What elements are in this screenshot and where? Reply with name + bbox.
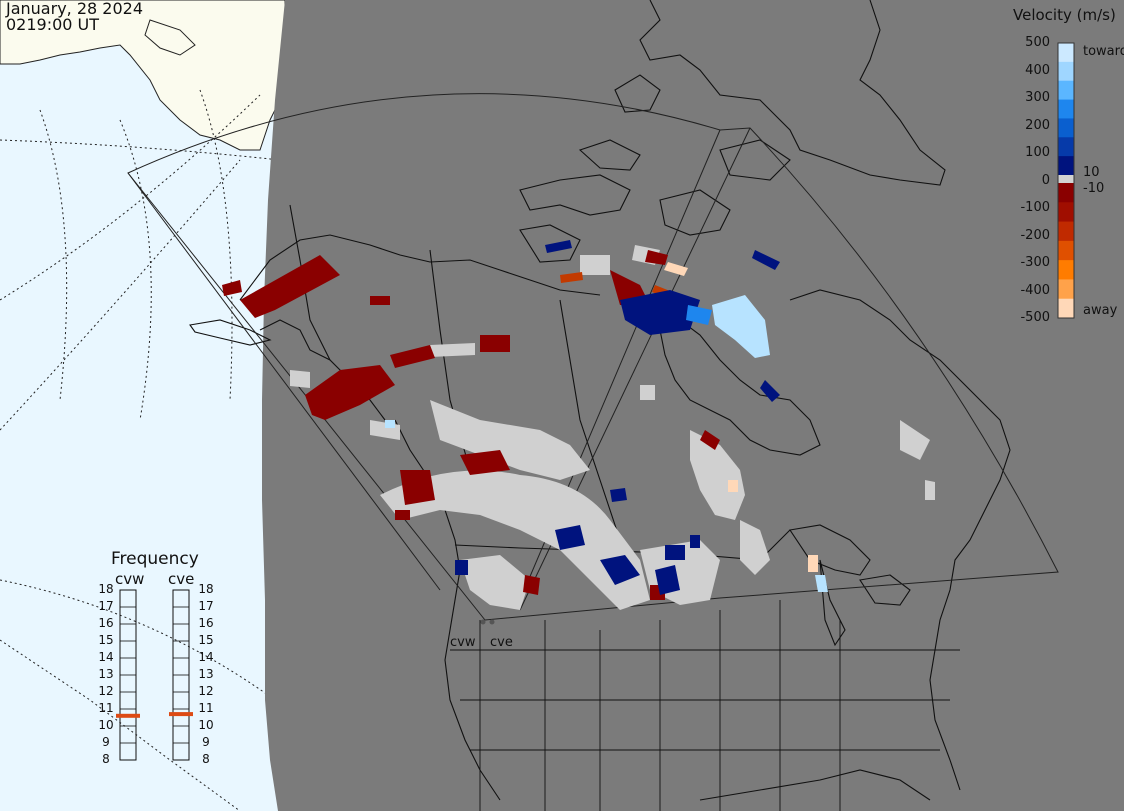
velocity-bar-segment-away [1058,183,1074,203]
frequency-marker-cvw [116,713,140,718]
dayside-grid-lines [0,89,281,811]
velocity-tick-label: 200 [1025,117,1050,133]
state-borders [450,600,960,811]
frequency-bars [116,589,193,761]
away-velocity-scatter [222,250,720,600]
velocity-bar-segment-away [1058,202,1074,223]
velocity-color-bar [1057,42,1075,319]
velocity-bar-segment-gap [1058,175,1074,183]
velocity-bar-segment-away [1058,279,1074,300]
frequency-tick-label-left: 11 [98,701,114,715]
velocity-tick-label: -300 [1020,255,1050,270]
frequency-tick-label-right: 12 [198,684,214,698]
toward-label: toward [1083,44,1124,59]
radar-site-cvw [480,619,486,625]
site-label-cve: cve [490,635,513,650]
velocity-tick-label: 0 [1041,172,1050,188]
velocity-tick-label: 300 [1025,90,1050,105]
velocity-bar-segment-away [1058,298,1074,319]
velocity-bar-segment-toward [1058,80,1074,101]
frequency-marker-cve [169,712,193,717]
velocity-tick-label: 500 [1025,35,1050,50]
velocity-tick-label: -100 [1020,200,1050,215]
toward-velocity-scatter [455,240,780,595]
velocity-tick-label: 100 [1025,145,1050,160]
strong-toward-scatter [385,295,828,592]
nightside-region [262,0,1124,811]
date-label: January, 28 2024 [6,0,143,18]
away-label: away [1083,303,1118,318]
frequency-tick-label-left: 12 [98,684,114,698]
frequency-tick-label-left: 17 [98,599,114,613]
frequency-tick-label-left: 14 [98,650,114,664]
frequency-tick-label-right: 18 [198,582,214,596]
frequency-tick-label-left: 16 [98,616,114,630]
medium-toward-scatter [686,305,712,325]
frequency-title: Frequency [111,549,199,569]
site-label-cvw: cvw [450,635,476,650]
gap-negative-label: -10 [1083,181,1105,196]
velocity-tick-label: 400 [1025,62,1050,78]
velocity-bar-segment-away [1058,221,1074,242]
frequency-tick-label-right: 11 [198,701,214,715]
velocity-bar-segment-toward [1058,118,1074,138]
frequency-tick-label-right: 10 [198,718,214,732]
radar-site-cve [489,619,495,625]
frequency-tick-label-right: 9 [202,735,210,749]
frequency-tick-label-left: 13 [98,667,114,681]
velocity-bar-segment-toward [1058,137,1074,157]
dayside-land [0,0,286,151]
velocity-bar-outline [1057,42,1075,319]
frequency-tick-label-left: 18 [98,582,114,596]
frequency-tick-label-left: 9 [102,735,110,749]
velocity-bar-segment-toward [1058,99,1074,119]
velocity-bar-segment-toward [1058,156,1074,176]
radar-label-cvw: cvw [115,570,145,588]
time-label: 0219:00 UT [6,15,100,34]
velocity-bar-segment-away [1058,260,1074,280]
velocity-tick-label: -400 [1020,282,1050,298]
velocity-tick-label: -200 [1020,227,1050,243]
velocity-bar-segment-away [1058,240,1074,261]
frequency-tick-label-right: 13 [198,667,214,681]
velocity-scale-title: Velocity (m/s) [1013,6,1116,24]
frequency-tick-label-right: 14 [198,650,214,664]
ground-scatter [290,245,935,610]
frequency-tick-label-right: 8 [202,752,210,766]
frequency-tick-label-right: 16 [198,616,214,630]
frequency-tick-label-right: 15 [198,633,214,647]
frequency-tick-label-left: 8 [102,752,110,766]
velocity-bar-segment-toward [1058,43,1074,63]
velocity-tick-label: -500 [1020,310,1050,325]
gap-positive-label: 10 [1083,165,1100,180]
frequency-tick-label-right: 17 [198,599,214,613]
frequency-tick-label-left: 10 [98,718,114,732]
radar-label-cve: cve [168,570,195,588]
frequency-tick-label-left: 15 [98,633,114,647]
velocity-bar-segment-toward [1058,61,1074,82]
weak-away-scatter [664,262,818,572]
